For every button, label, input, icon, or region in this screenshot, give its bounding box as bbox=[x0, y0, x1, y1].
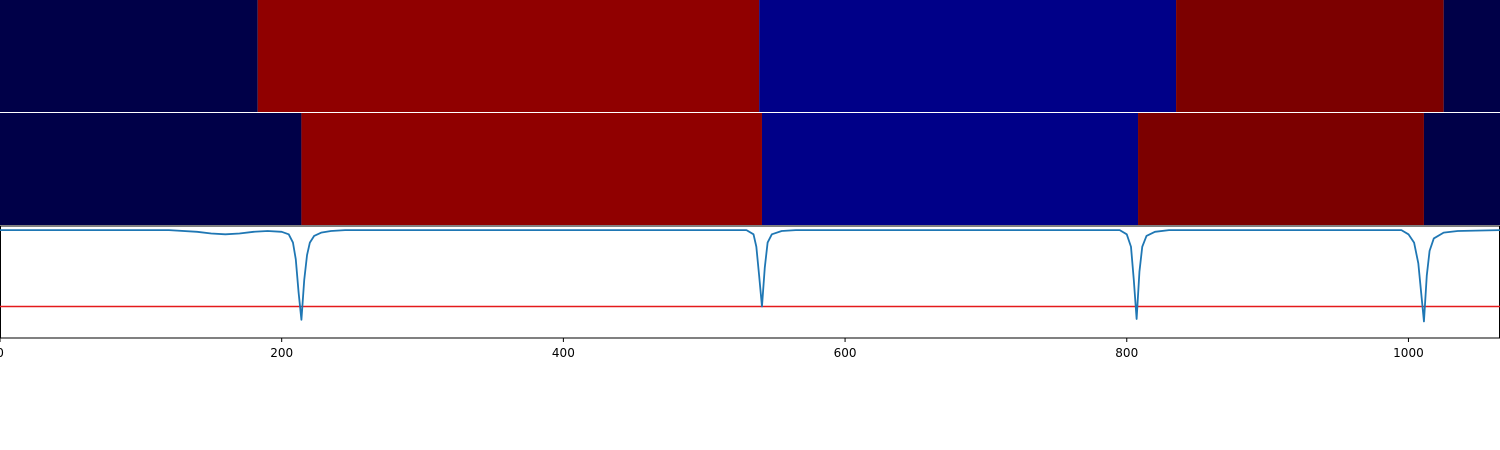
heatmap-bottom-segment-2 bbox=[761, 113, 1139, 225]
x-tick-label-400: 400 bbox=[552, 346, 575, 360]
heatmap-top bbox=[0, 0, 1500, 112]
line-panel bbox=[0, 225, 1500, 339]
heatmap-top-segment-3 bbox=[1176, 0, 1444, 112]
heatmap-bottom-segment-3 bbox=[1138, 113, 1424, 225]
heatmap-bottom-segment-4 bbox=[1423, 113, 1500, 225]
heatmap-top-segment-0 bbox=[0, 0, 258, 112]
heatmap-bottom bbox=[0, 112, 1500, 225]
heatmap-top-segment-4 bbox=[1443, 0, 1500, 112]
heatmap-bottom-segment-1 bbox=[301, 113, 762, 225]
x-axis: 0 200 400 600 800 1000 bbox=[0, 338, 1424, 360]
x-tick-label-0: 0 bbox=[0, 346, 4, 360]
series-line-0 bbox=[0, 229, 1500, 323]
heatmap-top-segment-2 bbox=[759, 0, 1177, 112]
heatmap-top-segment-1 bbox=[257, 0, 760, 112]
x-tick-label-600: 600 bbox=[834, 346, 857, 360]
x-tick-label-800: 800 bbox=[1115, 346, 1138, 360]
line-panel-frame bbox=[0, 225, 1500, 339]
x-tick-label-1000: 1000 bbox=[1393, 346, 1424, 360]
heatmap-bottom-segment-0 bbox=[0, 113, 302, 225]
x-tick-label-200: 200 bbox=[270, 346, 293, 360]
